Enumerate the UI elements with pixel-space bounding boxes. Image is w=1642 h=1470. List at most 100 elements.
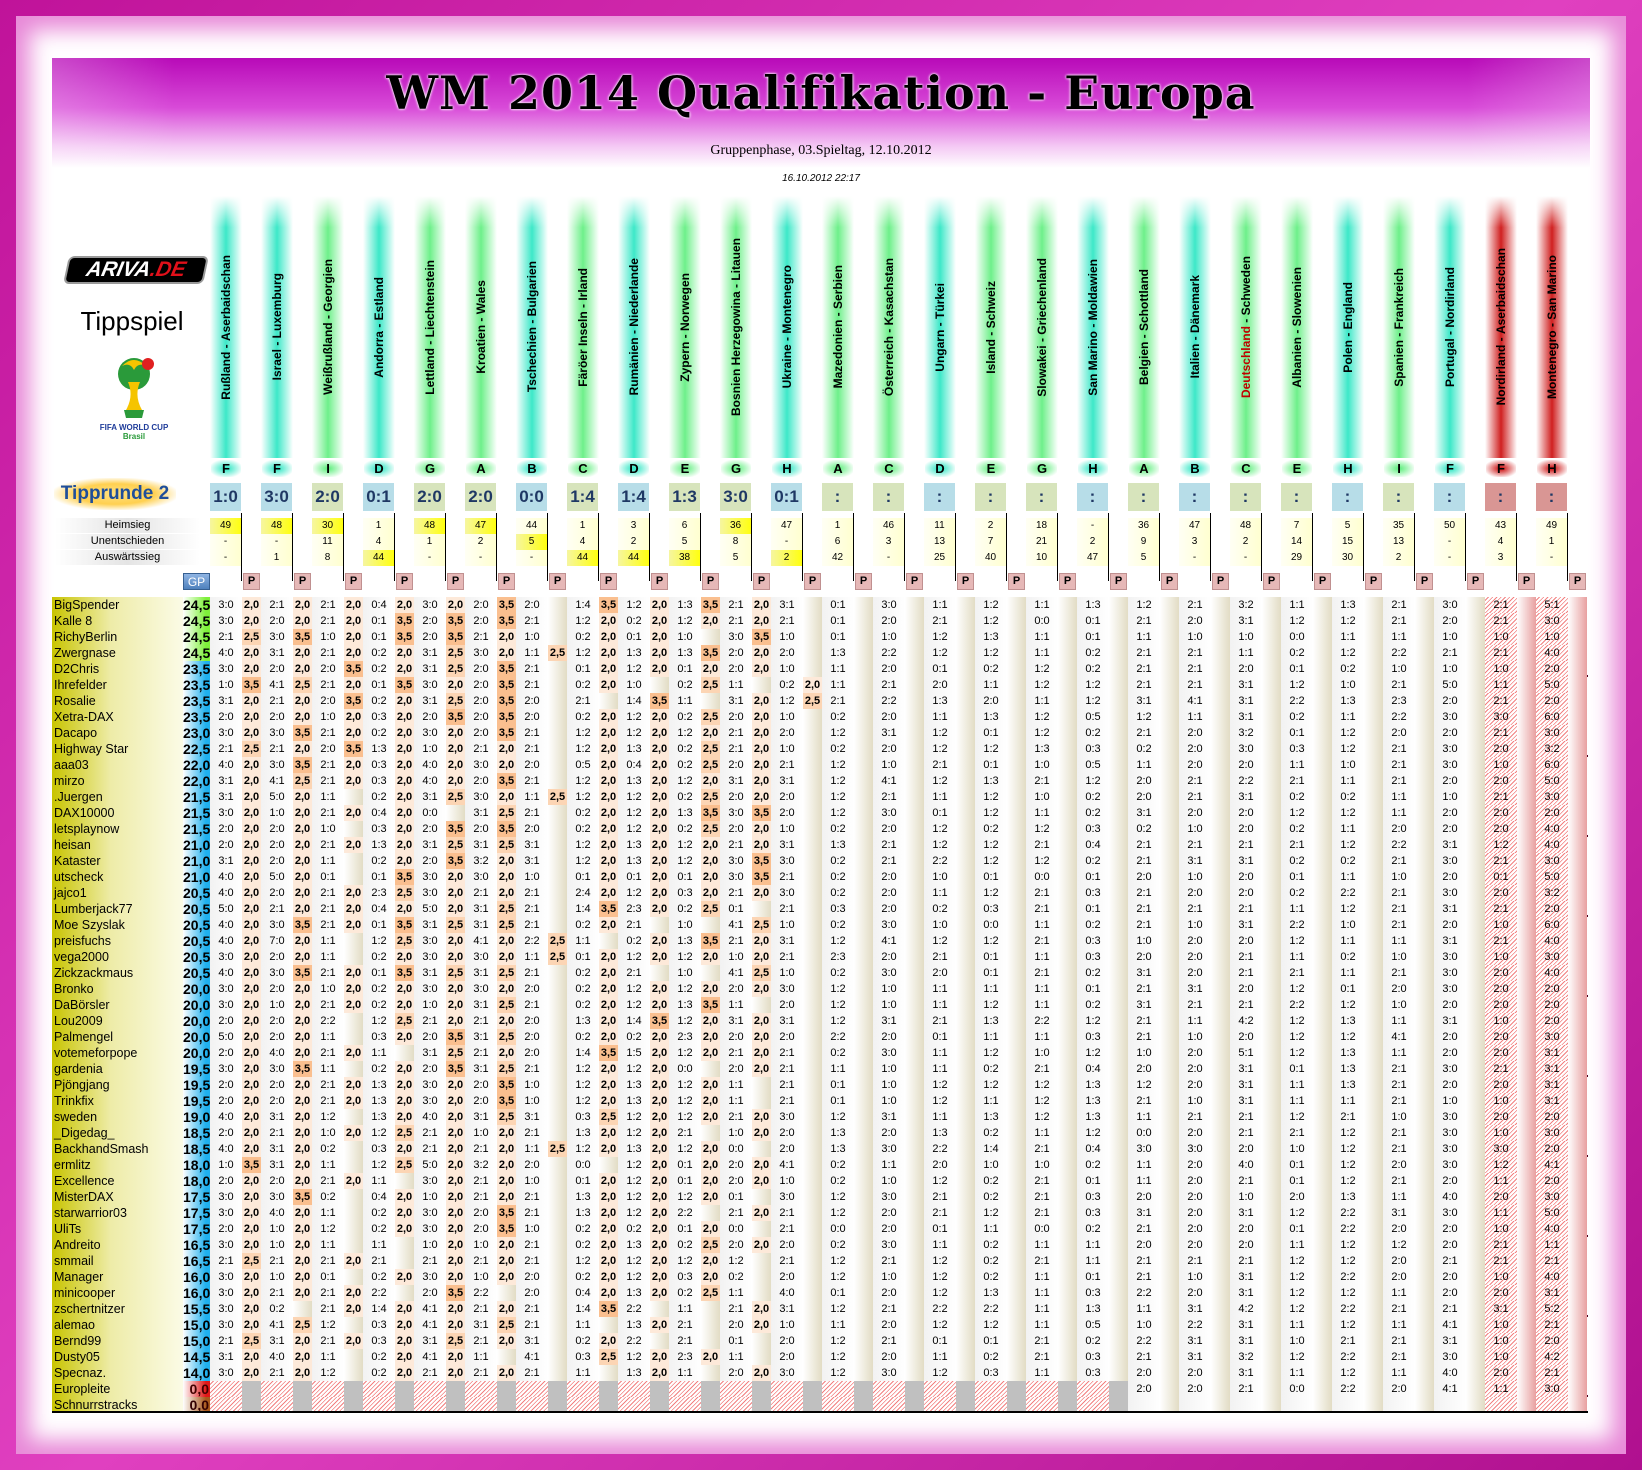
player-name[interactable]: Moe Szyslak — [52, 917, 183, 933]
tip-cell[interactable]: 2:2 — [1281, 997, 1313, 1013]
tip-cell[interactable]: 1:3 — [618, 773, 650, 789]
tip-cell[interactable]: 1:2 — [669, 1093, 701, 1109]
tip-cell[interactable]: 3:2 — [1230, 725, 1262, 741]
tip-cell[interactable]: 0:2 — [363, 1349, 395, 1365]
tip-cell[interactable]: 1:2 — [1026, 661, 1058, 677]
tip-cell[interactable]: 2:1 — [414, 1013, 446, 1029]
tip-cell[interactable]: 2:1 — [516, 725, 548, 741]
tip-cell[interactable]: 2:0 — [1485, 1109, 1517, 1125]
tip-cell[interactable]: 1:2 — [975, 1045, 1007, 1061]
player-name[interactable]: Zwergnase — [52, 645, 183, 661]
tip-cell[interactable]: 2:1 — [516, 1125, 548, 1141]
tip-cell[interactable]: 1:1 — [1485, 1381, 1517, 1397]
player-name[interactable]: starwarrior03 — [52, 1205, 183, 1221]
tip-cell[interactable]: 2:0 — [1179, 757, 1211, 773]
tip-cell[interactable]: 2:1 — [720, 837, 752, 853]
tip-cell[interactable]: 3:1 — [414, 1045, 446, 1061]
tip-cell[interactable]: 1:0 — [975, 1157, 1007, 1173]
tip-cell[interactable]: 2:0 — [873, 885, 905, 901]
tip-cell[interactable]: 2:1 — [1383, 677, 1415, 693]
tip-cell[interactable]: 2:0 — [1179, 741, 1211, 757]
tip-cell[interactable]: 2:0 — [210, 1045, 242, 1061]
tip-cell[interactable]: 3:1 — [1230, 1317, 1262, 1333]
tip-cell[interactable] — [210, 1381, 242, 1397]
tip-cell[interactable]: 0:3 — [669, 885, 701, 901]
tip-cell[interactable]: 2:0 — [1230, 933, 1262, 949]
tip-cell[interactable]: 2:1 — [516, 613, 548, 629]
tip-cell[interactable]: 0:1 — [924, 1221, 956, 1237]
tip-cell[interactable]: 2:1 — [1128, 885, 1160, 901]
tip-cell[interactable]: 1:0 — [1485, 757, 1517, 773]
tip-cell[interactable]: 1:1 — [363, 1237, 395, 1253]
tip-cell[interactable]: 0:2 — [975, 1237, 1007, 1253]
tip-cell[interactable] — [669, 1397, 701, 1413]
tip-cell[interactable]: 3:0 — [210, 981, 242, 997]
tip-cell[interactable]: 0:3 — [363, 1317, 395, 1333]
tip-cell[interactable]: 2:1 — [312, 917, 344, 933]
tip-cell[interactable]: 1:1 — [1128, 757, 1160, 773]
tip-cell[interactable]: 2:1 — [1383, 901, 1415, 917]
tip-cell[interactable]: 3:0 — [1536, 949, 1568, 965]
tip-cell[interactable]: 2:2 — [1230, 773, 1262, 789]
tip-cell[interactable]: 1:2 — [1281, 1301, 1313, 1317]
tip-cell[interactable]: 5:1 — [1536, 597, 1568, 613]
tip-cell[interactable]: 2:1 — [771, 757, 803, 773]
tip-cell[interactable]: 3:1 — [771, 597, 803, 613]
tip-cell[interactable]: 2:1 — [516, 1253, 548, 1269]
tip-cell[interactable] — [1077, 1397, 1109, 1413]
tip-cell[interactable]: 1:2 — [618, 1189, 650, 1205]
tip-cell[interactable]: 1:2 — [1128, 709, 1160, 725]
tip-cell[interactable]: 3:1 — [873, 1013, 905, 1029]
tip-cell[interactable]: 1:2 — [924, 1285, 956, 1301]
tip-cell[interactable]: 1:3 — [975, 1013, 1007, 1029]
tip-cell[interactable]: 0:4 — [363, 597, 395, 613]
tip-cell[interactable]: 0:1 — [669, 661, 701, 677]
tip-cell[interactable]: 0:2 — [669, 709, 701, 725]
tip-cell[interactable]: 0:1 — [1332, 981, 1364, 997]
tip-cell[interactable]: 1:1 — [720, 1077, 752, 1093]
tip-cell[interactable]: 2:1 — [312, 1045, 344, 1061]
tip-cell[interactable]: 0:3 — [363, 709, 395, 725]
tip-cell[interactable]: 2:0 — [1536, 1173, 1568, 1189]
tip-cell[interactable]: 1:2 — [975, 597, 1007, 613]
tip-cell[interactable]: 3:1 — [465, 901, 497, 917]
player-name[interactable]: Ihrefelder — [52, 677, 183, 693]
tip-cell[interactable]: 4:1 — [1434, 1317, 1466, 1333]
tip-cell[interactable]: 2:1 — [1026, 885, 1058, 901]
tip-cell[interactable]: 2:1 — [1128, 1349, 1160, 1365]
tip-cell[interactable]: 2:2 — [1281, 917, 1313, 933]
tip-cell[interactable]: 2:1 — [1383, 1061, 1415, 1077]
tip-cell[interactable]: 2:1 — [465, 1333, 497, 1349]
table-row[interactable]: sweden 19,0 4:0 2,0 3:1 2,0 1:2 1:3 2,0 4:0 2,0 3:1… — [52, 1109, 1588, 1125]
tip-cell[interactable]: 2:1 — [465, 885, 497, 901]
tip-cell[interactable]: 1:2 — [1332, 1317, 1364, 1333]
tip-cell[interactable]: 4:0 — [210, 757, 242, 773]
points-header[interactable]: P — [498, 573, 515, 590]
tip-cell[interactable]: 0:2 — [567, 997, 599, 1013]
tip-cell[interactable]: 1:1 — [1026, 1301, 1058, 1317]
tip-cell[interactable]: 1:0 — [1179, 1269, 1211, 1285]
tip-cell[interactable]: 2:0 — [1128, 869, 1160, 885]
tip-cell[interactable]: 1:3 — [618, 645, 650, 661]
tip-cell[interactable]: 1:3 — [1332, 1061, 1364, 1077]
tip-cell[interactable]: 2:1 — [1230, 1253, 1262, 1269]
table-row[interactable]: Pjöngjang 19,5 2:0 2,0 2:0 2,0 2:1 2,0 1:3 2,0 3:0… — [52, 1077, 1588, 1093]
tip-cell[interactable]: 1:1 — [924, 1349, 956, 1365]
tip-cell[interactable]: 2:0 — [873, 901, 905, 917]
match-header-6[interactable]: Kroatien - Wales — [465, 196, 497, 458]
tip-cell[interactable]: 1:4 — [567, 597, 599, 613]
table-row[interactable]: aaa03 22,0 4:0 2,0 3:0 3,5 2:1 2,0 0:3 2,0 4:0 2,0 3… — [52, 757, 1588, 773]
tip-cell[interactable]: 1:0 — [873, 629, 905, 645]
match-header-23[interactable]: Polen - England — [1332, 196, 1364, 458]
player-name[interactable]: zschertnitzer — [52, 1301, 183, 1317]
points-header[interactable]: P — [549, 573, 566, 590]
table-row[interactable]: minicooper 16,0 3:0 2,0 2:1 2,0 2:1 2,0 2:2 2:0 3,… — [52, 1285, 1588, 1301]
tip-cell[interactable]: 2:0 — [771, 1125, 803, 1141]
tip-cell[interactable]: 2:0 — [1128, 789, 1160, 805]
tip-cell[interactable]: 0:2 — [1077, 1333, 1109, 1349]
tip-cell[interactable]: 2:1 — [516, 661, 548, 677]
tip-cell[interactable]: 2:0 — [261, 613, 293, 629]
tip-cell[interactable]: 2:1 — [1026, 1349, 1058, 1365]
tip-cell[interactable]: 3:0 — [771, 1365, 803, 1381]
tip-cell[interactable]: 2:1 — [1485, 1237, 1517, 1253]
